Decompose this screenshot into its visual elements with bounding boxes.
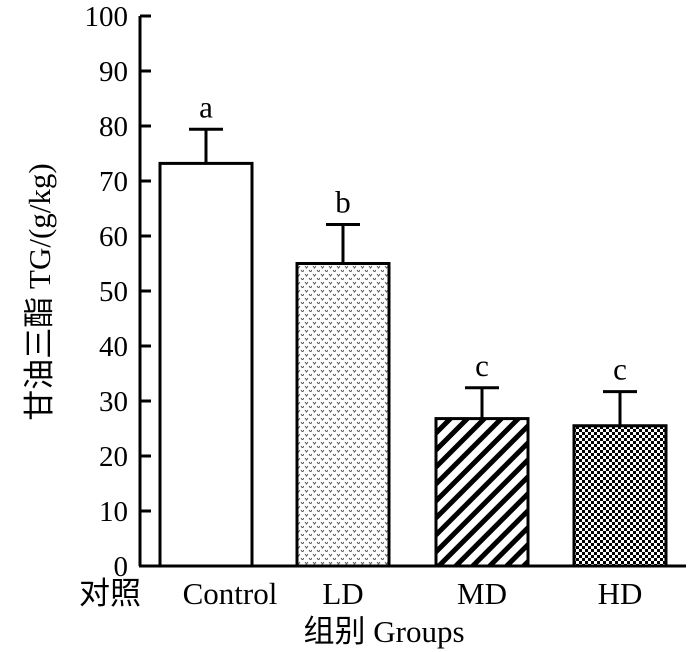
y-tick-label: 30 [99,386,128,418]
category-label-hd: HD [598,576,643,611]
y-tick-label: 0 [114,551,129,583]
significance-label: b [335,184,351,219]
bar-ld [295,262,391,568]
y-tick-label: 70 [99,166,128,198]
category-labels: Control LD MD HD [183,576,643,611]
bar-control [158,161,254,568]
significance-label: a [199,89,213,124]
significance-label: c [475,348,489,383]
y-axis: 0 10 20 30 40 50 60 70 80 90 100 [85,1,151,583]
y-tick-label: 90 [99,56,128,88]
y-tick-label: 80 [99,111,128,143]
y-tick-label: 60 [99,221,128,253]
y-tick-label: 40 [99,331,128,363]
y-tick-label: 100 [85,1,129,33]
bars [158,161,668,568]
bar-md [434,417,530,568]
category-label-md: MD [457,576,507,611]
bar-hd [572,424,668,568]
x-prefix-label: 对照 [79,576,141,611]
category-label-control: Control [183,576,278,611]
y-tick-label: 50 [99,276,128,308]
error-bars [189,127,637,426]
category-label-ld: LD [322,576,363,611]
significance-labels: a b c c [199,89,627,386]
y-tick-label: 10 [99,496,128,528]
y-axis-title: 甘油三酯 TG/(g/kg) [22,163,57,420]
x-axis-title: 组别 Groups [303,614,464,649]
significance-label: c [613,352,627,387]
y-tick-label: 20 [99,441,128,473]
